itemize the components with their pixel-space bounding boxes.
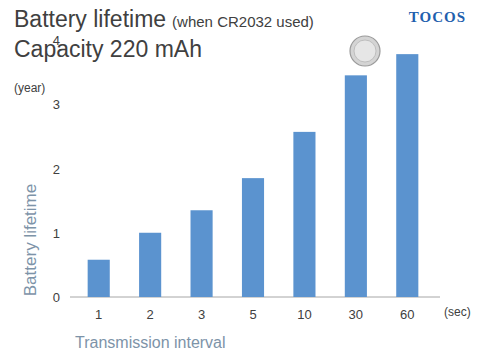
x-tick-label: 30 — [349, 307, 363, 322]
chart-root: Battery lifetime (when CR2032 used) Capaci… — [0, 0, 480, 360]
subtitle: Capacity 220 mAh — [14, 36, 202, 62]
bar — [242, 178, 264, 297]
x-tick-label: 2 — [147, 307, 154, 322]
y-tick-label: 3 — [53, 97, 60, 112]
y-tick-label: 2 — [53, 162, 60, 177]
y-unit: (year) — [14, 81, 45, 95]
battery-disc — [350, 36, 380, 66]
y-tick-label: 0 — [53, 290, 60, 305]
bar — [345, 75, 367, 297]
x-axis-label: Transmission interval — [75, 334, 226, 351]
x-tick-label: 10 — [297, 307, 311, 322]
bars — [88, 54, 419, 297]
bar — [396, 54, 418, 297]
y-tick-label: 4 — [53, 33, 60, 48]
battery-face — [354, 40, 376, 62]
bar — [88, 260, 110, 297]
bar — [293, 132, 315, 297]
logo: TOCOS — [409, 9, 466, 25]
x-tick-label: 60 — [400, 307, 414, 322]
title: Battery lifetime — [14, 6, 166, 32]
chart: Battery lifetime (when CR2032 used) Capaci… — [0, 0, 480, 360]
y-axis-label: Battery lifetime — [21, 184, 40, 296]
y-tick-label: 1 — [53, 226, 60, 241]
bar — [139, 233, 161, 297]
x-unit: (sec) — [444, 305, 471, 319]
x-tick-label: 1 — [95, 307, 102, 322]
battery-icon — [350, 36, 380, 66]
title-note: (when CR2032 used) — [172, 13, 314, 30]
x-tick-label: 3 — [198, 307, 205, 322]
x-tick-label: 5 — [249, 307, 256, 322]
bar — [191, 210, 213, 297]
title-line: Battery lifetime (when CR2032 used) — [14, 6, 314, 32]
